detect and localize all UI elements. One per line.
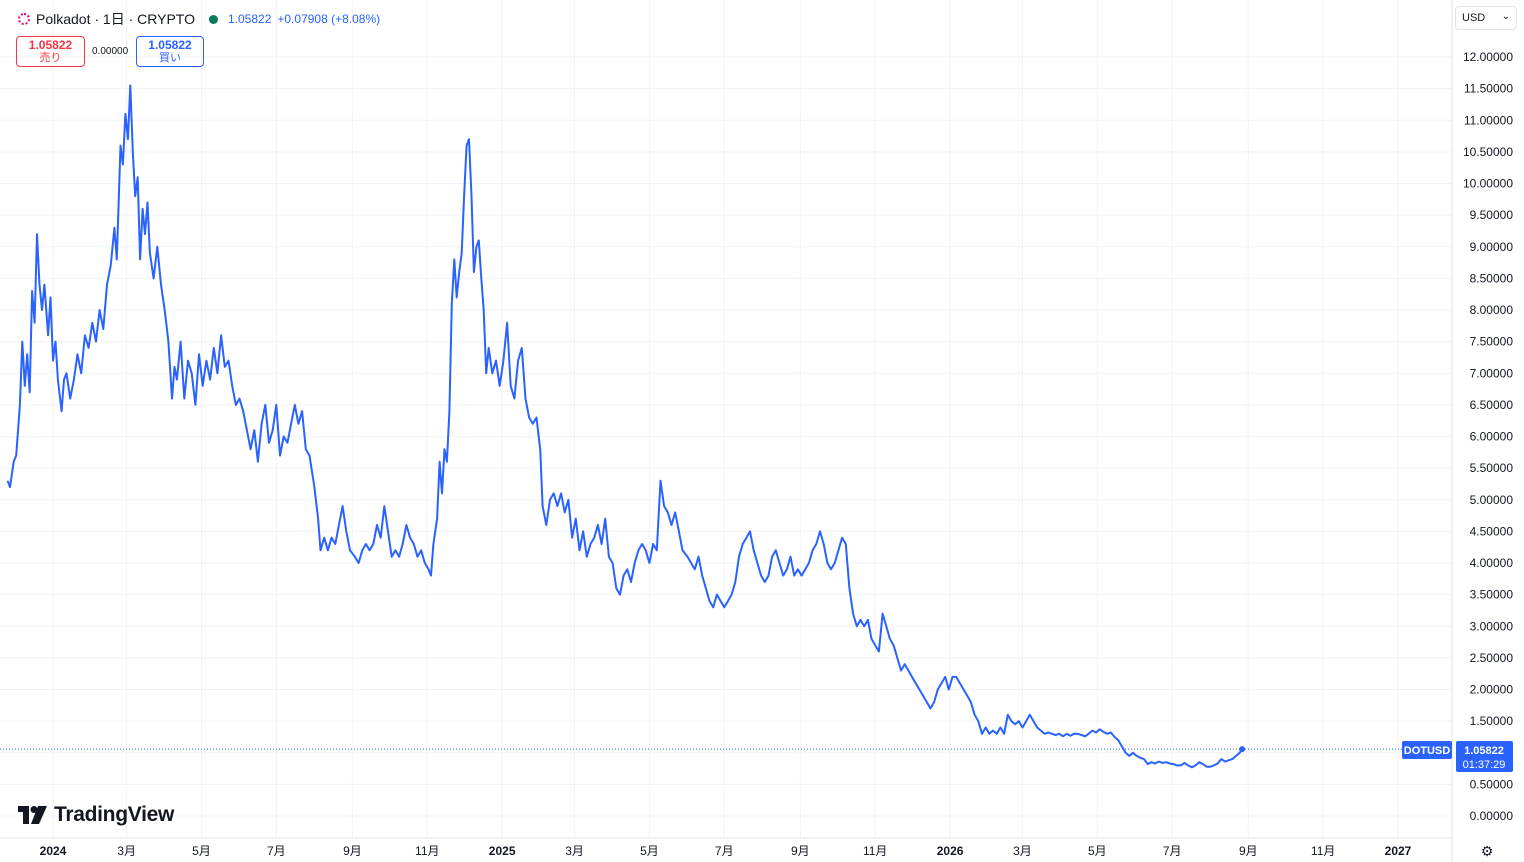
y-tick-label: 3.00000 bbox=[1470, 619, 1514, 633]
gear-icon[interactable]: ⚙ bbox=[1480, 843, 1494, 859]
last-price-value: 1.05822 bbox=[1464, 745, 1504, 757]
symbol-title[interactable]: Polkadot · 1日 · CRYPTO bbox=[36, 11, 195, 27]
y-tick-label: 11.00000 bbox=[1464, 113, 1513, 127]
header-price: 1.05822 bbox=[227, 12, 272, 26]
market-status-icon[interactable] bbox=[208, 14, 218, 24]
spread-value: 0.00000 bbox=[92, 46, 129, 57]
x-tick-label: 5月 bbox=[192, 844, 211, 858]
price-line bbox=[6, 84, 1243, 769]
bar-countdown: 01:37:29 bbox=[1463, 759, 1506, 771]
symbol-label: DOTUSD bbox=[1404, 745, 1451, 757]
y-tick-label: 1.50000 bbox=[1470, 714, 1514, 728]
x-tick-label: 2024 bbox=[40, 844, 67, 858]
x-tick-label: 9月 bbox=[791, 844, 810, 858]
y-tick-label: 2.00000 bbox=[1470, 683, 1514, 697]
symbol-label-tag: DOTUSD bbox=[1402, 741, 1452, 759]
x-tick-label: 7月 bbox=[715, 844, 734, 858]
y-tick-label: 10.50000 bbox=[1463, 145, 1513, 159]
x-tick-label: 11月 bbox=[415, 844, 439, 858]
buy-button[interactable]: 1.05822 買い bbox=[136, 36, 204, 67]
x-tick-label: 2026 bbox=[937, 844, 964, 858]
sell-label: 売り bbox=[39, 52, 62, 64]
last-price-tag: 1.05822 01:37:29 bbox=[1456, 741, 1513, 772]
x-tick-label: 3月 bbox=[1013, 844, 1032, 858]
y-tick-label: 0.00000 bbox=[1470, 809, 1514, 823]
x-tick-label: 9月 bbox=[1239, 844, 1258, 858]
y-tick-label: 5.00000 bbox=[1470, 493, 1514, 507]
buy-label: 買い bbox=[159, 52, 181, 64]
brand-name: TradingView bbox=[54, 803, 175, 826]
y-tick-label: 12.00000 bbox=[1463, 50, 1513, 64]
y-tick-label: 4.00000 bbox=[1470, 556, 1514, 570]
currency-selector[interactable]: USD ⌄ bbox=[1455, 6, 1517, 30]
sell-button[interactable]: 1.05822 売り bbox=[16, 36, 85, 67]
price-axis[interactable]: 0.000000.500001.000001.500002.000002.500… bbox=[1463, 50, 1513, 823]
x-tick-label: 2027 bbox=[1385, 844, 1412, 858]
x-tick-label: 3月 bbox=[565, 844, 584, 858]
sell-price: 1.05822 bbox=[28, 38, 73, 52]
y-tick-label: 9.00000 bbox=[1470, 240, 1514, 254]
time-axis[interactable]: 2024 3月 5月 7月 9月 11月 2025 3月 5月 7月 9月 11月 2026 3月 5月 7月… bbox=[40, 844, 1412, 858]
x-tick-label: 3月 bbox=[117, 844, 136, 858]
y-tick-label: 6.00000 bbox=[1470, 430, 1514, 444]
x-tick-label: 11月 bbox=[863, 844, 887, 858]
x-tick-label: 7月 bbox=[267, 844, 286, 858]
tradingview-logo-icon bbox=[18, 806, 47, 824]
tradingview-branding[interactable]: TradingView bbox=[18, 803, 174, 827]
y-tick-label: 2.50000 bbox=[1470, 651, 1514, 665]
chevron-down-icon: ⌄ bbox=[1501, 11, 1510, 22]
x-tick-label: 2025 bbox=[489, 844, 516, 858]
y-tick-label: 3.50000 bbox=[1470, 588, 1514, 602]
y-tick-label: 0.50000 bbox=[1470, 777, 1514, 791]
x-tick-label: 11月 bbox=[1311, 844, 1335, 858]
y-tick-label: 11.50000 bbox=[1464, 82, 1513, 96]
y-tick-label: 8.50000 bbox=[1470, 271, 1514, 285]
y-tick-label: 7.50000 bbox=[1470, 335, 1514, 349]
y-tick-label: 7.00000 bbox=[1470, 366, 1514, 380]
chart-grid bbox=[0, 0, 1452, 838]
y-tick-label: 6.50000 bbox=[1470, 398, 1514, 412]
currency-value: USD bbox=[1462, 12, 1486, 24]
x-tick-label: 5月 bbox=[640, 844, 659, 858]
x-tick-label: 7月 bbox=[1163, 844, 1182, 858]
y-tick-label: 4.50000 bbox=[1470, 524, 1514, 538]
y-tick-label: 9.50000 bbox=[1470, 208, 1514, 222]
y-tick-label: 5.50000 bbox=[1470, 461, 1514, 475]
x-tick-label: 5月 bbox=[1088, 844, 1107, 858]
header-change: +0.07908 (+8.08%) bbox=[277, 12, 381, 26]
price-series bbox=[6, 84, 1246, 769]
y-tick-label: 8.00000 bbox=[1470, 303, 1514, 317]
chart-header: Polkadot · 1日 · CRYPTO 1.05822 +0.07908 … bbox=[18, 9, 380, 29]
buy-price: 1.05822 bbox=[148, 38, 192, 52]
y-tick-label: 10.00000 bbox=[1463, 177, 1513, 191]
x-tick-label: 9月 bbox=[343, 844, 362, 858]
polkadot-icon bbox=[18, 13, 30, 25]
